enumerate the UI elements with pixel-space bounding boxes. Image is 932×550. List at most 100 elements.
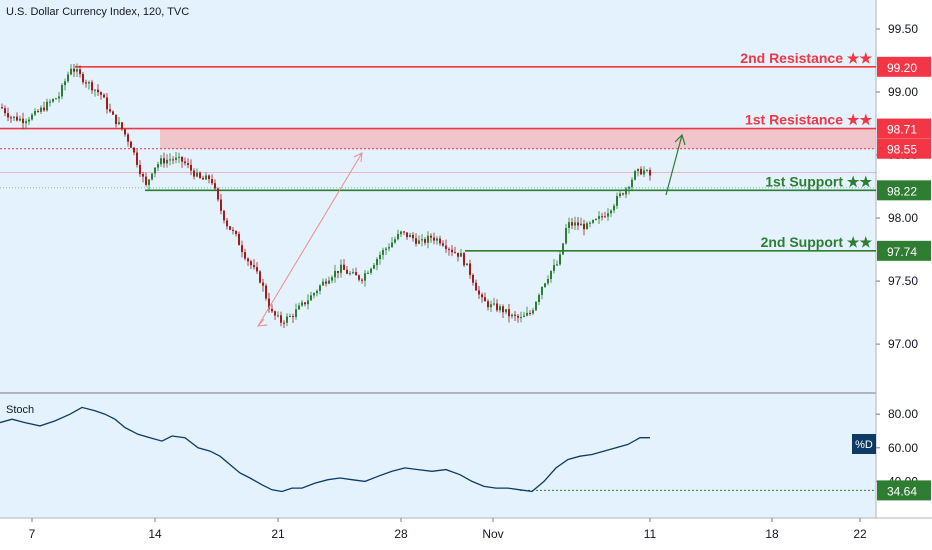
projection-arrowhead: [353, 152, 363, 163]
candle-body: [160, 158, 162, 165]
candle-body: [55, 98, 57, 100]
candle-body: [565, 228, 567, 244]
candle-body: [514, 314, 516, 316]
candle-body: [229, 226, 231, 230]
chart-title: U.S. Dollar Currency Index, 120, TVC: [6, 6, 190, 18]
resistance-zone: [160, 128, 876, 149]
candle-body: [574, 222, 576, 226]
candle-body: [397, 234, 399, 240]
candle-body: [298, 305, 300, 310]
candle-body: [76, 69, 78, 72]
candle-body: [523, 315, 525, 318]
candle-body: [598, 216, 600, 219]
level-value-label: 98.22: [887, 184, 917, 198]
candle-body: [109, 109, 111, 112]
candle-body: [352, 272, 354, 274]
candle-body: [208, 175, 210, 180]
panel-separator: [0, 392, 876, 394]
candle-body: [586, 223, 588, 230]
candle-body: [346, 269, 348, 274]
candle-body: [310, 295, 312, 301]
candle-body: [403, 231, 405, 233]
candle-body: [130, 141, 132, 148]
projection-arrow-line: [257, 152, 363, 327]
candle-body: [181, 156, 183, 162]
level-value-tag: [877, 240, 931, 261]
level-value-label: 97.74: [887, 245, 917, 259]
candle-body: [166, 159, 168, 164]
candle-body: [304, 302, 306, 305]
candle-body: [253, 265, 255, 268]
candle-body: [550, 270, 552, 279]
stoch-value-label: 34.64: [887, 484, 917, 498]
candle-body: [385, 248, 387, 251]
candle-body: [535, 301, 537, 311]
candle-body: [94, 89, 96, 91]
candle-body: [643, 170, 645, 175]
candle-body: [28, 119, 30, 122]
candle-body: [373, 265, 375, 269]
candle-body: [604, 216, 606, 218]
candle-body: [526, 312, 528, 316]
candle-body: [379, 254, 381, 260]
candle-body: [622, 193, 624, 195]
level-value-label: 98.55: [887, 143, 917, 157]
candle-body: [262, 282, 264, 286]
candle-body: [178, 156, 180, 158]
time-tick-label: 18: [765, 527, 779, 541]
candle-body: [34, 111, 36, 115]
candle-body: [343, 264, 345, 270]
candle-body: [607, 213, 609, 217]
candle-body: [145, 176, 147, 185]
candle-body: [232, 229, 234, 231]
level-value-tag: [877, 118, 931, 139]
candle-body: [529, 312, 531, 314]
candle-body: [268, 298, 270, 309]
candle-body: [316, 290, 318, 294]
candle-body: [388, 247, 390, 249]
candle-body: [538, 294, 540, 302]
candle-body: [559, 254, 561, 265]
candle-body: [625, 188, 627, 195]
time-tick-label: 28: [394, 527, 408, 541]
candle-body: [361, 279, 363, 281]
candle-body: [79, 69, 81, 75]
time-tick-label: 11: [644, 527, 657, 541]
stoch-d-line: [0, 406, 650, 493]
level-value-tag: [877, 56, 931, 77]
candle-body: [169, 159, 171, 161]
candle-body: [46, 101, 48, 111]
candle-body: [457, 252, 459, 257]
candle-body: [82, 74, 84, 83]
candle-body: [454, 252, 456, 254]
candle-body: [97, 89, 99, 93]
candle-body: [442, 243, 444, 246]
candle-body: [448, 248, 450, 250]
candle-body: [544, 283, 546, 287]
candle-body: [265, 285, 267, 299]
candle-body: [619, 193, 621, 197]
candle-body: [541, 286, 543, 295]
candle-body: [460, 253, 462, 257]
candle-body: [199, 172, 201, 178]
candle-body: [580, 223, 582, 226]
candle-body: [235, 230, 237, 234]
candle-body: [154, 167, 156, 174]
candle-body: [58, 96, 60, 99]
level-label: 1st Resistance ★★: [745, 112, 872, 128]
candle-body: [19, 118, 21, 121]
candle-body: [223, 210, 225, 221]
candle-body: [502, 306, 504, 313]
candle-body: [1, 107, 3, 109]
time-tick-label: 22: [853, 527, 867, 541]
candle-body: [280, 315, 282, 323]
target-arrowhead: [674, 133, 686, 146]
candle-body: [292, 316, 294, 318]
candle-body: [355, 272, 357, 276]
candle-body: [67, 74, 69, 82]
candle-body: [100, 92, 102, 95]
candle-body: [313, 293, 315, 296]
candle-body: [259, 271, 261, 283]
candle-body: [184, 161, 186, 164]
